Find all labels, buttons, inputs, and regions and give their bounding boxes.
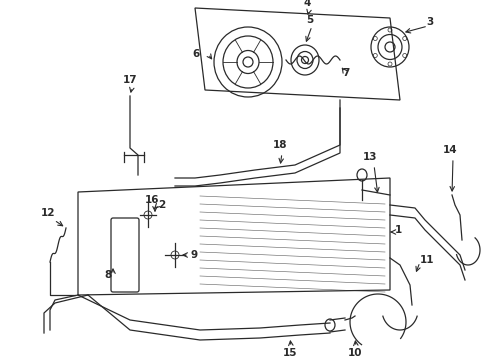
Text: 3: 3 (426, 17, 434, 27)
Text: 7: 7 (343, 68, 350, 78)
Text: 4: 4 (303, 0, 311, 8)
Text: 6: 6 (193, 49, 200, 59)
Text: 17: 17 (122, 75, 137, 85)
Text: 15: 15 (283, 348, 297, 358)
Text: 13: 13 (363, 152, 377, 162)
Text: 5: 5 (306, 15, 314, 25)
Text: 11: 11 (420, 255, 435, 265)
Text: 10: 10 (348, 348, 362, 358)
Text: 8: 8 (105, 270, 112, 280)
Text: 12: 12 (41, 208, 55, 218)
Text: 9: 9 (190, 250, 197, 260)
Text: 16: 16 (145, 195, 160, 205)
Text: 18: 18 (273, 140, 287, 150)
Text: 1: 1 (395, 225, 402, 235)
Text: 14: 14 (442, 145, 457, 155)
Text: 2: 2 (158, 200, 165, 210)
